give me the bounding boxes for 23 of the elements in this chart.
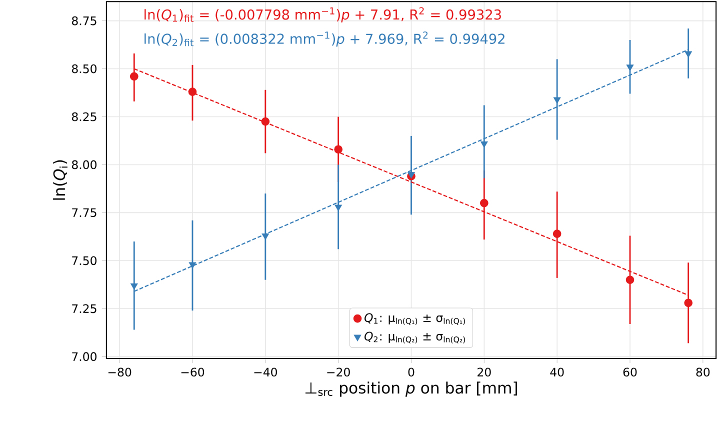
x-axis-title: ⊥$_{src}$ position p on bar [mm] [305,382,518,397]
y-tick-label: 8.75 [72,16,96,26]
y-tick-label: 7.75 [72,208,96,218]
x-tick-label: −60 [181,368,204,377]
y-tick-label: 7.25 [72,304,96,314]
y-tick-label: 8.00 [72,160,96,170]
x-tick-label: 60 [623,368,637,377]
x-tick-label: 80 [696,368,710,377]
legend-label: Q$_{2}$: μ$_{ln(Q₂)}$ ± σ$_{ln(Q₂)}$ [364,332,465,344]
text: ln(Q$_{2}$)$_{fit}$ = (0.008322 mm$^{−1}$)p + 7.969, R$^{2}$ = 0.99492 [144,31,504,47]
x-tick-label: 0 [408,368,414,377]
y-axis-title: ln(Q$_{i}$) [53,160,68,200]
x-tick-label: −40 [254,368,277,377]
y-tick-label: 7.00 [72,352,96,362]
y-tick-label: 8.50 [72,64,96,74]
legend-label: Q$_{1}$: μ$_{ln(Q₁)}$ ± σ$_{ln(Q₁)}$ [364,313,465,325]
x-tick-label: −20 [327,368,350,377]
x-tick-label: −80 [108,368,132,377]
x-tick-label: 20 [478,368,491,377]
y-tick-label: 7.50 [72,256,96,266]
text: ln(Q$_{1}$)$_{fit}$ = (-0.007798 mm$^{−1}$)p + 7.91, R$^{2}$ = 0.99323 [144,7,501,22]
x-tick-label: 40 [550,368,564,377]
y-tick-label: 8.25 [72,112,96,122]
